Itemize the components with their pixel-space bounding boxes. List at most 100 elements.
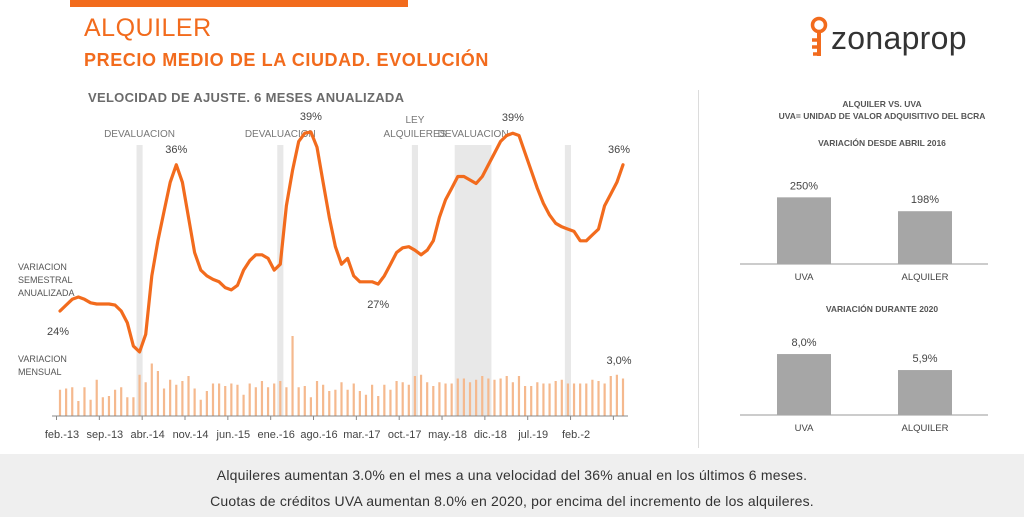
- line-series-label: VARIACION: [18, 262, 67, 272]
- monthly-bar: [352, 383, 355, 416]
- monthly-bar: [77, 401, 80, 416]
- side-chart-subtitle: VARIACIÓN DESDE ABRIL 2016: [818, 137, 946, 148]
- band-3: [454, 145, 492, 416]
- monthly-bar: [83, 387, 86, 416]
- x-tick-label: feb.-2: [562, 429, 590, 441]
- monthly-bar: [621, 378, 625, 416]
- monthly-bar: [377, 396, 380, 416]
- x-tick-label: oct.-17: [388, 429, 422, 441]
- line-data-label: 39%: [502, 112, 524, 124]
- monthly-bar: [487, 378, 490, 416]
- line-data-label: 36%: [165, 144, 187, 156]
- logo-text: zonaprop: [831, 20, 967, 56]
- monthly-bar: [309, 397, 313, 416]
- monthly-bar: [169, 379, 172, 416]
- monthly-bar: [150, 363, 153, 416]
- monthly-bar: [450, 383, 453, 416]
- monthly-bar: [401, 382, 404, 416]
- band-2: [411, 145, 418, 416]
- monthly-bar: [315, 381, 319, 416]
- monthly-bar: [107, 396, 111, 416]
- line-series-label: SEMESTRAL: [18, 275, 73, 285]
- monthly-bar: [456, 378, 459, 416]
- monthly-bar: [175, 384, 178, 416]
- side-bar-uva: [777, 354, 831, 415]
- monthly-bar: [475, 379, 478, 416]
- monthly-bar: [95, 379, 98, 416]
- semestral-line: [58, 130, 625, 354]
- monthly-bar: [383, 384, 386, 416]
- monthly-bar: [358, 391, 361, 416]
- monthly-bar: [181, 381, 184, 416]
- monthly-bar: [254, 387, 257, 416]
- monthly-bar: [517, 376, 521, 416]
- side-bar-category: ALQUILER: [902, 272, 949, 283]
- monthly-bar: [113, 389, 117, 416]
- x-tick-label: ago.-16: [300, 429, 337, 441]
- monthly-bar: [572, 383, 576, 416]
- monthly-bar: [560, 379, 563, 416]
- band-label: DEVALUACION: [104, 129, 175, 140]
- monthly-bar: [407, 384, 410, 416]
- zonaprop-logo: zonaprop: [808, 12, 1008, 62]
- x-tick-label: feb.-13: [45, 429, 79, 441]
- monthly-bar: [511, 382, 514, 416]
- monthly-bar: [162, 388, 166, 416]
- x-tick-label: ene.-16: [258, 429, 295, 441]
- side-bar-value: 198%: [911, 194, 939, 206]
- band-label: DEVALUACION: [438, 129, 509, 140]
- monthly-bar: [462, 378, 465, 416]
- side-chart-title: UVA= UNIDAD DE VALOR ADQUISITIVO DEL BCR…: [779, 111, 986, 121]
- band-0: [136, 145, 143, 416]
- monthly-bar: [597, 381, 600, 416]
- monthly-bar: [370, 384, 374, 416]
- line-chart-title: VELOCIDAD DE AJUSTE. 6 MESES ANUALIZADA: [88, 90, 405, 105]
- monthly-bar: [426, 382, 429, 416]
- monthly-bar: [615, 374, 618, 416]
- monthly-bar: [579, 383, 582, 416]
- monthly-bar: [224, 386, 227, 416]
- monthly-bar: [395, 381, 398, 416]
- monthly-bar: [322, 384, 325, 416]
- monthly-bar: [236, 384, 239, 416]
- monthly-bar: [432, 386, 435, 416]
- monthly-bar: [211, 383, 215, 416]
- top-accent-bar: [70, 0, 408, 7]
- monthly-bar: [291, 336, 294, 416]
- monthly-bar: [187, 376, 190, 416]
- side-chart-subtitle: VARIACIÓN DURANTE 2020: [826, 303, 939, 314]
- band-label: ALQUILERES: [384, 129, 447, 140]
- side-bar-alquiler: [898, 211, 952, 264]
- side-chart-title: ALQUILER VS. UVA: [842, 99, 921, 109]
- monthly-bar: [273, 383, 276, 416]
- monthly-bar: [120, 387, 123, 416]
- band-4: [564, 145, 571, 416]
- x-tick-label: abr.-14: [131, 429, 165, 441]
- monthly-bar: [297, 387, 300, 416]
- monthly-bar: [285, 387, 288, 416]
- panel-divider: [698, 90, 699, 448]
- side-bar-uva: [777, 197, 831, 264]
- monthly-bar: [144, 382, 147, 416]
- side-bar-alquiler: [898, 370, 952, 415]
- side-bar-category: UVA: [795, 272, 814, 283]
- monthly-bar: [493, 379, 496, 416]
- monthly-bar: [242, 394, 245, 416]
- line-bar-chart: DEVALUACION DEVALUACIONLEYALQUILERESDEVAL…: [18, 111, 632, 441]
- key-icon: [810, 16, 828, 56]
- band-1: [277, 145, 284, 416]
- monthly-bar: [419, 374, 423, 416]
- monthly-bar: [303, 386, 306, 416]
- monthly-bar: [530, 386, 533, 416]
- side-bar-category: ALQUILER: [902, 423, 949, 434]
- x-tick-label: may.-18: [428, 429, 467, 441]
- side-bar-category: UVA: [795, 423, 814, 434]
- monthly-bar: [266, 387, 270, 416]
- footer-line-2: Cuotas de créditos UVA aumentan 8.0% en …: [210, 493, 814, 509]
- monthly-bar: [523, 386, 527, 416]
- side-bar-value: 250%: [790, 180, 818, 192]
- monthly-bar: [603, 383, 606, 416]
- monthly-bar: [205, 391, 208, 416]
- monthly-bar: [193, 388, 196, 416]
- line-data-label: 36%: [608, 144, 630, 156]
